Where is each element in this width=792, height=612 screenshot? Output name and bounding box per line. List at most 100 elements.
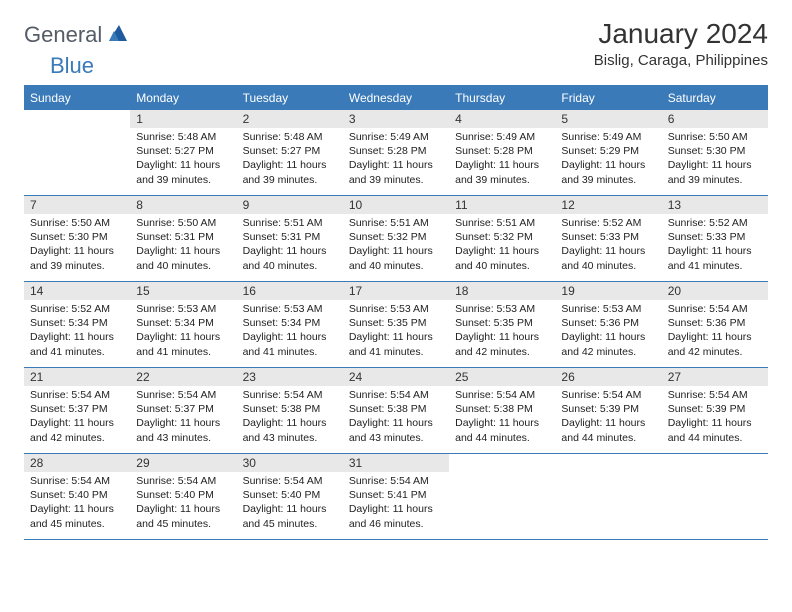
day-header-wed: Wednesday: [343, 86, 449, 110]
day-cell: 2Sunrise: 5:48 AMSunset: 5:27 PMDaylight…: [237, 110, 343, 196]
day-cell: 26Sunrise: 5:54 AMSunset: 5:39 PMDayligh…: [555, 368, 661, 454]
logo-text-general: General: [24, 22, 102, 48]
daylight-text-1: Daylight: 11 hours: [243, 416, 337, 430]
sunset-text: Sunset: 5:34 PM: [30, 316, 124, 330]
day-header-sun: Sunday: [24, 86, 130, 110]
week-row: 7Sunrise: 5:50 AMSunset: 5:30 PMDaylight…: [24, 196, 768, 282]
day-header-thu: Thursday: [449, 86, 555, 110]
sunset-text: Sunset: 5:38 PM: [349, 402, 443, 416]
day-number: 6: [662, 110, 768, 128]
day-cell: 18Sunrise: 5:53 AMSunset: 5:35 PMDayligh…: [449, 282, 555, 368]
daylight-text-2: and 46 minutes.: [349, 517, 443, 531]
week-row: 28Sunrise: 5:54 AMSunset: 5:40 PMDayligh…: [24, 454, 768, 540]
day-cell: 31Sunrise: 5:54 AMSunset: 5:41 PMDayligh…: [343, 454, 449, 540]
sunset-text: Sunset: 5:31 PM: [136, 230, 230, 244]
calendar-body: 1Sunrise: 5:48 AMSunset: 5:27 PMDaylight…: [24, 110, 768, 540]
month-title: January 2024: [594, 18, 768, 50]
sunrise-text: Sunrise: 5:49 AM: [455, 130, 549, 144]
day-number: 19: [555, 282, 661, 300]
sunset-text: Sunset: 5:30 PM: [668, 144, 762, 158]
daylight-text-1: Daylight: 11 hours: [668, 416, 762, 430]
day-header-mon: Monday: [130, 86, 236, 110]
sunrise-text: Sunrise: 5:54 AM: [668, 302, 762, 316]
day-content: Sunrise: 5:48 AMSunset: 5:27 PMDaylight:…: [130, 128, 236, 191]
daylight-text-2: and 43 minutes.: [243, 431, 337, 445]
day-cell: 23Sunrise: 5:54 AMSunset: 5:38 PMDayligh…: [237, 368, 343, 454]
daylight-text-1: Daylight: 11 hours: [30, 502, 124, 516]
sunrise-text: Sunrise: 5:53 AM: [455, 302, 549, 316]
sunrise-text: Sunrise: 5:48 AM: [243, 130, 337, 144]
sunrise-text: Sunrise: 5:50 AM: [668, 130, 762, 144]
daylight-text-1: Daylight: 11 hours: [455, 244, 549, 258]
sunset-text: Sunset: 5:41 PM: [349, 488, 443, 502]
sunrise-text: Sunrise: 5:54 AM: [30, 388, 124, 402]
daylight-text-2: and 45 minutes.: [30, 517, 124, 531]
logo-text-blue: Blue: [50, 53, 94, 78]
day-cell: 6Sunrise: 5:50 AMSunset: 5:30 PMDaylight…: [662, 110, 768, 196]
sunrise-text: Sunrise: 5:53 AM: [136, 302, 230, 316]
day-cell: 12Sunrise: 5:52 AMSunset: 5:33 PMDayligh…: [555, 196, 661, 282]
day-content: Sunrise: 5:48 AMSunset: 5:27 PMDaylight:…: [237, 128, 343, 191]
day-number: 8: [130, 196, 236, 214]
day-content: Sunrise: 5:54 AMSunset: 5:41 PMDaylight:…: [343, 472, 449, 535]
sunrise-text: Sunrise: 5:54 AM: [349, 474, 443, 488]
day-number: 9: [237, 196, 343, 214]
sunrise-text: Sunrise: 5:52 AM: [668, 216, 762, 230]
sunrise-text: Sunrise: 5:53 AM: [561, 302, 655, 316]
sunset-text: Sunset: 5:37 PM: [136, 402, 230, 416]
daylight-text-1: Daylight: 11 hours: [136, 158, 230, 172]
sunrise-text: Sunrise: 5:48 AM: [136, 130, 230, 144]
sunrise-text: Sunrise: 5:54 AM: [243, 474, 337, 488]
sunset-text: Sunset: 5:27 PM: [136, 144, 230, 158]
day-cell: 30Sunrise: 5:54 AMSunset: 5:40 PMDayligh…: [237, 454, 343, 540]
day-content: Sunrise: 5:49 AMSunset: 5:29 PMDaylight:…: [555, 128, 661, 191]
daylight-text-1: Daylight: 11 hours: [561, 158, 655, 172]
day-number: 12: [555, 196, 661, 214]
day-number: 20: [662, 282, 768, 300]
daylight-text-2: and 40 minutes.: [349, 259, 443, 273]
day-cell: 28Sunrise: 5:54 AMSunset: 5:40 PMDayligh…: [24, 454, 130, 540]
daylight-text-2: and 45 minutes.: [243, 517, 337, 531]
day-content: Sunrise: 5:50 AMSunset: 5:30 PMDaylight:…: [24, 214, 130, 277]
sunset-text: Sunset: 5:28 PM: [349, 144, 443, 158]
sunrise-text: Sunrise: 5:52 AM: [561, 216, 655, 230]
day-cell: 3Sunrise: 5:49 AMSunset: 5:28 PMDaylight…: [343, 110, 449, 196]
day-cell: 7Sunrise: 5:50 AMSunset: 5:30 PMDaylight…: [24, 196, 130, 282]
sunrise-text: Sunrise: 5:53 AM: [243, 302, 337, 316]
sunrise-text: Sunrise: 5:54 AM: [136, 388, 230, 402]
daylight-text-1: Daylight: 11 hours: [30, 244, 124, 258]
day-number: 24: [343, 368, 449, 386]
day-content: Sunrise: 5:54 AMSunset: 5:38 PMDaylight:…: [449, 386, 555, 449]
sunrise-text: Sunrise: 5:50 AM: [30, 216, 124, 230]
sunset-text: Sunset: 5:35 PM: [455, 316, 549, 330]
week-row: 1Sunrise: 5:48 AMSunset: 5:27 PMDaylight…: [24, 110, 768, 196]
day-content: Sunrise: 5:53 AMSunset: 5:36 PMDaylight:…: [555, 300, 661, 363]
week-row: 21Sunrise: 5:54 AMSunset: 5:37 PMDayligh…: [24, 368, 768, 454]
day-cell: 14Sunrise: 5:52 AMSunset: 5:34 PMDayligh…: [24, 282, 130, 368]
daylight-text-1: Daylight: 11 hours: [455, 158, 549, 172]
day-cell: [662, 454, 768, 540]
daylight-text-1: Daylight: 11 hours: [243, 158, 337, 172]
day-cell: 24Sunrise: 5:54 AMSunset: 5:38 PMDayligh…: [343, 368, 449, 454]
sunset-text: Sunset: 5:38 PM: [455, 402, 549, 416]
daylight-text-1: Daylight: 11 hours: [455, 330, 549, 344]
daylight-text-2: and 41 minutes.: [668, 259, 762, 273]
day-number: 31: [343, 454, 449, 472]
daylight-text-2: and 42 minutes.: [455, 345, 549, 359]
daylight-text-1: Daylight: 11 hours: [243, 244, 337, 258]
daylight-text-2: and 39 minutes.: [455, 173, 549, 187]
daylight-text-2: and 39 minutes.: [349, 173, 443, 187]
daylight-text-1: Daylight: 11 hours: [349, 502, 443, 516]
sunrise-text: Sunrise: 5:53 AM: [349, 302, 443, 316]
day-content: Sunrise: 5:53 AMSunset: 5:34 PMDaylight:…: [130, 300, 236, 363]
day-content: Sunrise: 5:54 AMSunset: 5:38 PMDaylight:…: [343, 386, 449, 449]
sunrise-text: Sunrise: 5:49 AM: [561, 130, 655, 144]
daylight-text-1: Daylight: 11 hours: [561, 244, 655, 258]
calendar-page: General January 2024 Bislig, Caraga, Phi…: [0, 0, 792, 558]
daylight-text-1: Daylight: 11 hours: [136, 502, 230, 516]
day-number: 14: [24, 282, 130, 300]
day-header-tue: Tuesday: [237, 86, 343, 110]
day-cell: 20Sunrise: 5:54 AMSunset: 5:36 PMDayligh…: [662, 282, 768, 368]
day-number: 17: [343, 282, 449, 300]
sunset-text: Sunset: 5:40 PM: [30, 488, 124, 502]
